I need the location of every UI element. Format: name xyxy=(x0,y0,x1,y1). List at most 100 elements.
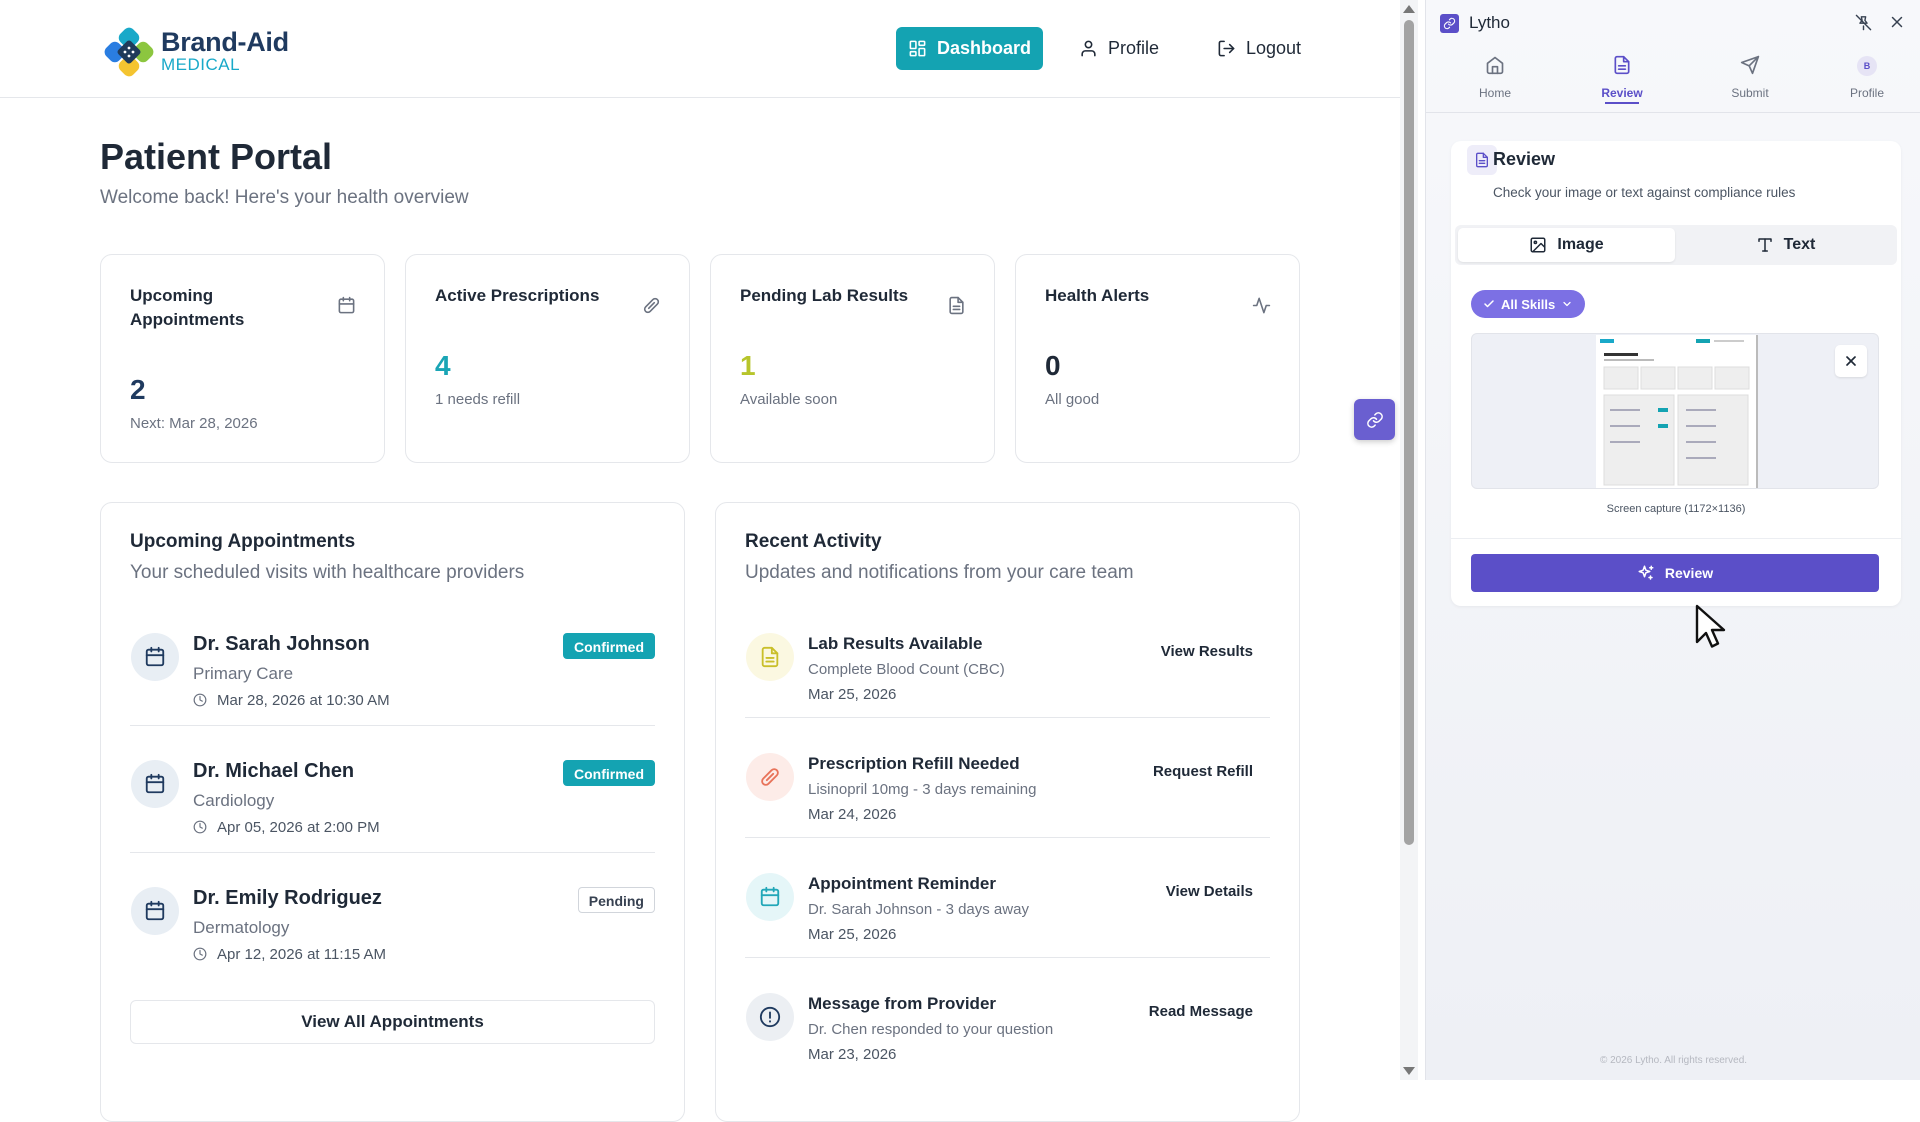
icon-shape xyxy=(1859,16,1868,24)
icon-shape xyxy=(1530,237,1546,253)
icon-shape xyxy=(145,646,165,667)
icon-shape xyxy=(1366,416,1377,428)
stat-value: 2 xyxy=(130,374,146,405)
icon-shape xyxy=(1846,356,1856,366)
panel-footer: © 2026 Lytho. All rights reserved. xyxy=(1599,1055,1748,1066)
icon-shape xyxy=(1614,55,1630,75)
icon-shape xyxy=(1614,55,1630,75)
icon-shape xyxy=(123,50,127,54)
icon-shape xyxy=(131,50,135,54)
icon xyxy=(759,886,781,908)
tab-label: Review xyxy=(1601,86,1643,100)
icon-shape xyxy=(1218,40,1225,57)
specialty: Primary Care xyxy=(193,664,294,683)
icon-shape xyxy=(199,949,203,956)
nav-label: Profile xyxy=(1107,38,1160,58)
icon-shape xyxy=(1757,238,1772,252)
stat-note: All good xyxy=(1045,391,1100,408)
side-panel: Lytho Home Review Submit B Profile Review Check… xyxy=(1425,0,1920,1080)
panel-tab[interactable]: Submit xyxy=(1710,54,1790,104)
icon xyxy=(947,296,966,315)
card-title: Upcoming Appointments xyxy=(130,531,356,552)
icon xyxy=(1483,298,1495,310)
image-caption: Screen capture (1172×1136) xyxy=(1606,503,1746,515)
icon-shape xyxy=(759,1006,781,1028)
activity-detail: Dr. Chen responded to your question xyxy=(808,1021,1054,1038)
skills-filter[interactable]: All Skills xyxy=(1471,290,1586,318)
mode-label: Text xyxy=(1783,236,1816,253)
filter-label: All Skills xyxy=(1501,296,1556,312)
item-divider xyxy=(745,837,1270,838)
nav-button[interactable]: Dashboard xyxy=(896,27,1043,70)
activity-item: Prescription Refill Needed Lisinopril 10m… xyxy=(716,738,1299,858)
activity-title: Message from Provider xyxy=(808,994,997,1013)
icon-shape xyxy=(1610,425,1640,427)
status-badge: Pending xyxy=(577,887,655,913)
icon xyxy=(1079,39,1098,58)
icon xyxy=(1485,55,1505,75)
item-divider xyxy=(745,957,1270,958)
review-button[interactable]: Review xyxy=(1471,554,1879,592)
activity-action[interactable]: View Details xyxy=(1165,883,1253,900)
icon-shape xyxy=(1482,152,1488,158)
appointment-item: Dr. Sarah Johnson Primary Care Mar 28, 202… xyxy=(101,618,684,745)
icon-shape xyxy=(909,50,917,57)
item-divider xyxy=(130,725,655,726)
icon-shape xyxy=(1252,297,1271,314)
activity-detail: Complete Blood Count (CBC) xyxy=(808,661,1005,678)
activity-title: Appointment Reminder xyxy=(808,874,996,893)
icon-shape xyxy=(759,1006,781,1028)
icon-shape xyxy=(1658,408,1668,428)
remove-image-button[interactable] xyxy=(1835,345,1867,377)
icon-shape xyxy=(1658,424,1668,428)
icon-shape xyxy=(765,772,775,782)
icon-shape xyxy=(127,46,131,50)
card-subtitle: Updates and notifications from your care… xyxy=(745,562,1134,583)
stat-label: Upcoming Appointments xyxy=(130,286,245,329)
item-divider xyxy=(745,717,1270,718)
activity-action[interactable]: Read Message xyxy=(1148,1003,1253,1020)
icon xyxy=(1888,13,1906,31)
activity-action[interactable]: Request Refill xyxy=(1152,763,1253,780)
app-name: Lytho xyxy=(1469,13,1510,32)
activity-card: Recent Activity Updates and notifications… xyxy=(715,502,1300,1122)
activity-title: Lab Results Available xyxy=(808,634,983,653)
icon-shape xyxy=(123,46,135,58)
panel-tab[interactable]: Home xyxy=(1455,54,1535,104)
icon-shape xyxy=(104,41,126,63)
appointment-time: Apr 12, 2026 at 11:15 AM xyxy=(217,946,387,963)
icon-shape xyxy=(1686,409,1716,411)
icon-shape xyxy=(1604,359,1654,361)
icon xyxy=(1612,55,1632,75)
mode-option[interactable]: Image xyxy=(1458,228,1675,262)
mode-option[interactable]: Text xyxy=(1677,228,1894,262)
icon-shape xyxy=(643,297,660,314)
nav-button[interactable]: Logout xyxy=(1198,27,1320,70)
icon xyxy=(759,646,781,668)
icon-shape xyxy=(761,646,779,668)
appointment-item: Dr. Emily Rodriguez Dermatology Apr 12, 20… xyxy=(101,872,684,999)
icon-shape xyxy=(1484,300,1494,308)
panel-tab[interactable]: Review xyxy=(1582,54,1662,104)
icon xyxy=(1740,55,1760,75)
icon-shape xyxy=(199,822,203,829)
icon-shape xyxy=(1443,17,1456,30)
tab-underline xyxy=(1605,102,1639,104)
activity-action[interactable]: View Results xyxy=(1160,643,1253,660)
tab-label: Home xyxy=(1478,86,1511,100)
tab-label: Submit xyxy=(1731,86,1769,100)
image-preview xyxy=(1471,333,1879,489)
icon-shape xyxy=(199,695,203,702)
view-all-button[interactable]: View All Appointments xyxy=(130,1000,655,1044)
nav-button[interactable]: Profile xyxy=(1064,27,1174,70)
icon-shape xyxy=(909,40,917,50)
appointments-card: Upcoming Appointments Your scheduled visi… xyxy=(100,502,685,1122)
icon-shape xyxy=(918,40,926,47)
icon-shape xyxy=(1686,441,1716,443)
icon-shape xyxy=(1648,565,1654,580)
icon-shape xyxy=(1604,353,1638,356)
header-divider xyxy=(0,97,1400,98)
panel-tab[interactable]: B Profile xyxy=(1827,54,1907,104)
floating-lytho-button[interactable] xyxy=(1354,399,1395,440)
